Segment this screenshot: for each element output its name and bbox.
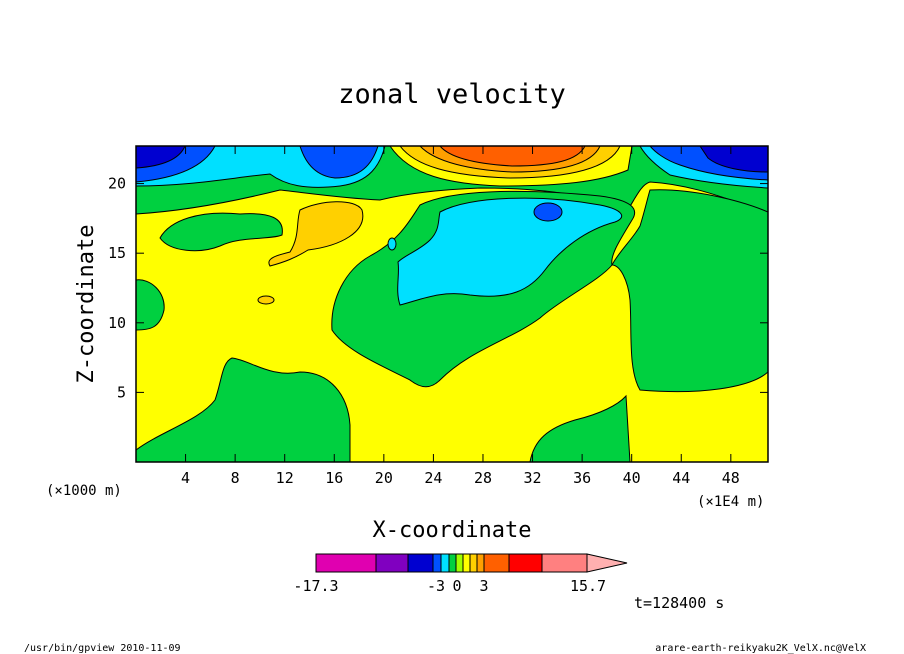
contour-bottom-right-green xyxy=(529,394,631,462)
colorbar-label: -3 xyxy=(427,577,445,595)
x-tick-label: 44 xyxy=(672,469,690,487)
y-tick-label: 5 xyxy=(117,383,126,401)
colorbar-segment xyxy=(455,553,464,573)
colorbar-label: 3 xyxy=(479,577,488,595)
x-axis-label: X-coordinate xyxy=(373,518,532,543)
colorbar-segment xyxy=(375,553,409,573)
colorbar-segment xyxy=(476,553,485,573)
contour-left-green xyxy=(159,212,283,252)
colorbar-segment xyxy=(483,553,510,573)
contour-small-cyan-blob xyxy=(387,237,397,251)
x-tick-label: 20 xyxy=(375,469,393,487)
colorbar-segment xyxy=(407,553,434,573)
x-tick-label: 48 xyxy=(722,469,740,487)
colorbar-segment xyxy=(541,553,588,573)
colorbar-label: -17.3 xyxy=(293,577,338,595)
colorbar-labels: -17.3 -3 0 3 15.7 xyxy=(293,577,606,595)
footer-left: /usr/bin/gpview 2010-11-09 xyxy=(24,643,181,654)
contour-central-cyan xyxy=(397,197,623,306)
contour-field xyxy=(136,146,768,462)
contour-orange-blob xyxy=(268,201,364,267)
colorbar-segment xyxy=(462,553,471,573)
colorbar xyxy=(315,553,628,573)
x-tick-label: 36 xyxy=(573,469,591,487)
contour-right-green xyxy=(611,189,768,393)
x-tick-label: 28 xyxy=(474,469,492,487)
contour-bottom-left-green xyxy=(136,357,351,462)
y-axis-label: Z-coordinate xyxy=(74,225,99,384)
footer-right: arare-earth-reikyaku2K_VelX.nc@VelX xyxy=(655,643,866,654)
x-tick-label: 40 xyxy=(623,469,641,487)
y-tick-label: 10 xyxy=(108,314,126,332)
colorbar-segment xyxy=(448,553,457,573)
y-tick-label: 15 xyxy=(108,244,126,262)
time-label: t=128400 s xyxy=(634,594,724,612)
x-tick-label: 8 xyxy=(231,469,240,487)
x-tick-label: 32 xyxy=(524,469,542,487)
contour-small-blue-blob xyxy=(533,202,563,222)
x-axis: 4 8 12 16 20 24 28 32 36 40 44 48 xyxy=(181,146,740,487)
contour-top-left-blue-2 xyxy=(299,146,379,179)
colorbar-segment xyxy=(440,553,450,573)
plot-frame xyxy=(135,145,769,463)
contour-small-loop xyxy=(257,295,275,305)
x-tick-label: 16 xyxy=(325,469,343,487)
y-axis: 5 10 15 20 xyxy=(108,175,768,401)
x-units-left: (×1000 m) xyxy=(46,483,122,499)
colorbar-segment xyxy=(315,553,377,573)
colorbar-label: 0 xyxy=(452,577,461,595)
contour-top-warm-red xyxy=(439,146,586,167)
x-tick-label: 4 xyxy=(181,469,190,487)
colorbar-arrow xyxy=(586,553,628,573)
colorbar-segment xyxy=(508,553,543,573)
chart-title: zonal velocity xyxy=(338,79,566,110)
y-tick-label: 20 xyxy=(108,175,126,193)
colorbar-segment xyxy=(432,553,442,573)
colorbar-segment xyxy=(469,553,478,573)
x-tick-label: 24 xyxy=(424,469,442,487)
x-tick-label: 12 xyxy=(276,469,294,487)
colorbar-label: 15.7 xyxy=(570,577,606,595)
x-units-right: (×1E4 m) xyxy=(697,494,764,510)
contour-left-edge-green xyxy=(136,279,165,331)
